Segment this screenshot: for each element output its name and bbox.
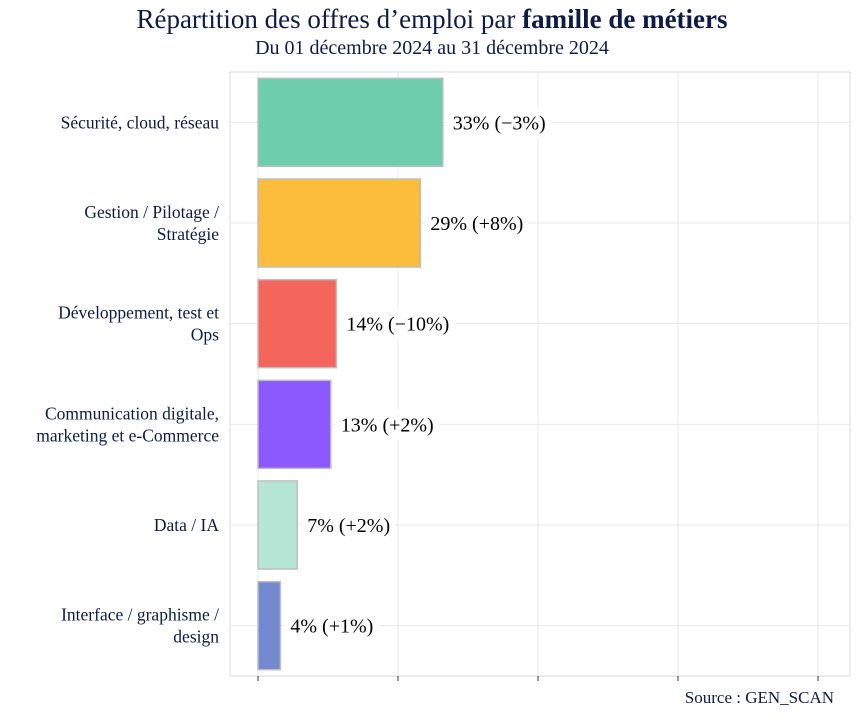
data-label: 7% (+2%): [307, 515, 390, 537]
bar: [257, 379, 332, 470]
data-label-background: [301, 510, 395, 540]
bar: [257, 580, 282, 671]
bar: [257, 77, 444, 168]
source-caption: Source : GEN_SCAN: [684, 688, 834, 707]
category-label: Sécurité, cloud, réseau: [61, 112, 220, 132]
chart-subtitle: Du 01 décembre 2024 au 31 décembre 2024: [255, 37, 609, 59]
chart-title: Répartition des offres d’emploi par fami…: [0, 4, 864, 35]
category-label: Communication digitale, marketing et e-Co…: [36, 403, 219, 445]
category-label: Interface / graphisme / design: [61, 605, 219, 647]
category-label: Data / IA: [154, 515, 219, 535]
chart-title-regular: Répartition des offres d’emploi par: [136, 4, 523, 34]
data-label: 29% (+8%): [430, 213, 523, 235]
data-label-background: [284, 610, 378, 641]
data-label-background: [446, 107, 551, 138]
bar: [257, 480, 298, 570]
data-label-background: [340, 308, 455, 339]
data-label-background: [424, 208, 529, 238]
category-label: Gestion / Pilotage / Stratégie: [84, 202, 219, 244]
data-label: 14% (−10%): [346, 314, 449, 336]
category-label: Développement, test et Ops: [58, 303, 219, 345]
data-label: 4% (+1%): [290, 616, 373, 638]
bar: [257, 278, 338, 369]
bar: [257, 178, 422, 268]
data-label-background: [334, 409, 439, 440]
data-label: 33% (−3%): [453, 112, 546, 134]
plot-panel: [229, 71, 851, 677]
data-label: 13% (+2%): [341, 414, 434, 436]
chart-title-bold: famille de métiers: [522, 4, 728, 34]
